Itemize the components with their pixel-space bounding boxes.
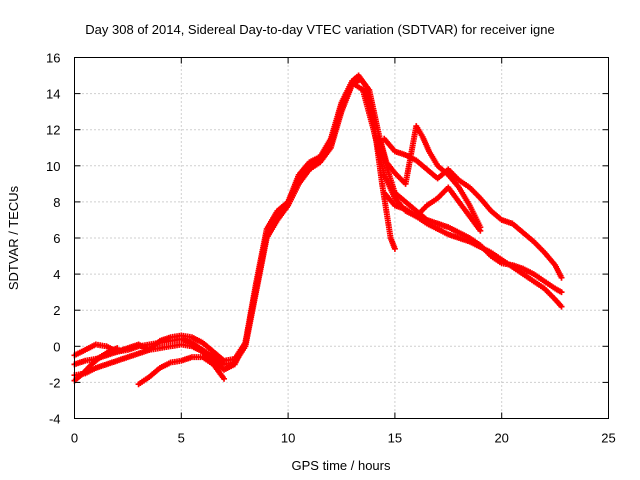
series-track-g bbox=[376, 123, 484, 231]
x-tick-label: 25 bbox=[601, 431, 615, 446]
series-track-h bbox=[381, 184, 484, 234]
y-tick-label: 6 bbox=[53, 231, 60, 246]
y-tick-label: 2 bbox=[53, 303, 60, 318]
x-tick-label: 0 bbox=[71, 431, 78, 446]
data-point bbox=[477, 227, 484, 234]
data-point bbox=[558, 289, 565, 296]
grid-lines bbox=[74, 57, 609, 419]
data-point bbox=[558, 303, 565, 310]
y-tick-label: 8 bbox=[53, 195, 60, 210]
y-tick-label: -2 bbox=[49, 375, 61, 390]
series-track-d bbox=[71, 345, 121, 384]
y-tick-label: 16 bbox=[46, 51, 60, 66]
y-axis-label: SDTVAR / TECUs bbox=[6, 185, 21, 290]
y-tick-label: 14 bbox=[46, 87, 60, 102]
x-tick-label: 5 bbox=[178, 431, 185, 446]
data-point bbox=[221, 375, 228, 382]
x-tick-label: 15 bbox=[388, 431, 402, 446]
plot-data bbox=[71, 72, 565, 388]
data-point bbox=[391, 245, 398, 252]
x-tick-label: 20 bbox=[494, 431, 508, 446]
y-tick-label: 0 bbox=[53, 339, 60, 354]
y-tick-label: 12 bbox=[46, 123, 60, 138]
chart-title: Day 308 of 2014, Sidereal Day-to-day VTE… bbox=[85, 22, 554, 37]
y-tick-label: 4 bbox=[53, 267, 60, 282]
axis-ticks: 0 5 10 15 20 25 -4 -2 0 2 4 6 8 10 12 14 16 bbox=[46, 51, 616, 446]
series-track-c bbox=[71, 79, 565, 379]
y-tick-label: 10 bbox=[46, 159, 60, 174]
series-track-f bbox=[381, 135, 565, 281]
data-point bbox=[114, 345, 121, 352]
y-tick-label: -4 bbox=[49, 412, 61, 427]
series-track-e bbox=[135, 354, 228, 388]
x-tick-label: 10 bbox=[281, 431, 295, 446]
data-point bbox=[558, 274, 565, 281]
x-axis-label: GPS time / hours bbox=[292, 458, 391, 473]
